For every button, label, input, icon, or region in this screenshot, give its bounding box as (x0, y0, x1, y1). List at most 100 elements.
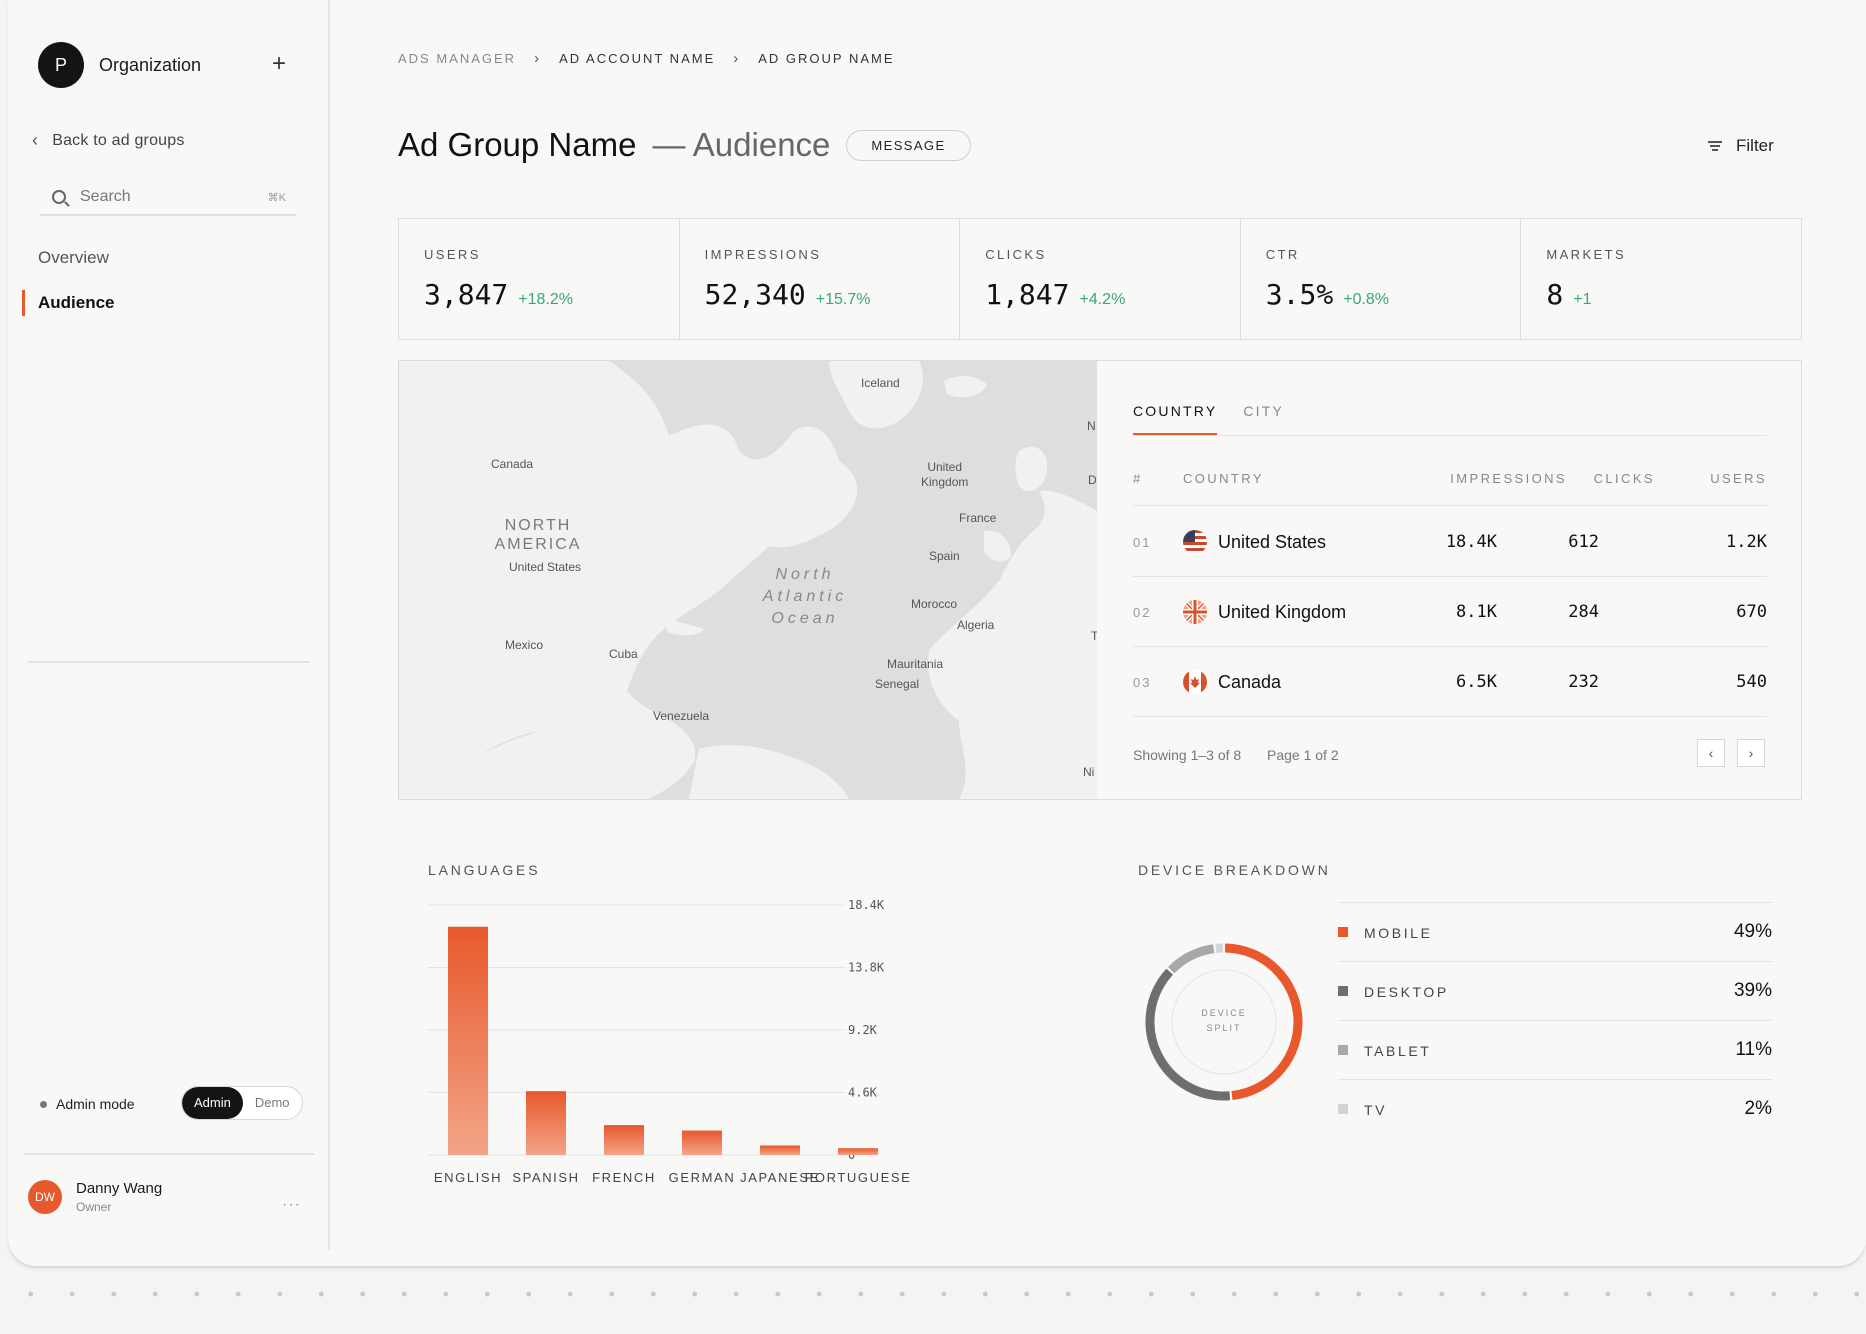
page-title: Ad Group Name (398, 126, 637, 163)
dotted-background (0, 1284, 1866, 1304)
legend-row-mobile[interactable]: MOBILE 49% (1338, 902, 1772, 961)
map-label-edge-t: T (1091, 629, 1097, 643)
row-users: 1.2K (1726, 532, 1767, 552)
prev-page-button[interactable]: ‹ (1697, 739, 1725, 767)
donut-slice-mobile[interactable] (1225, 943, 1303, 1101)
map-label-edge-d: D (1088, 473, 1097, 487)
breadcrumb-ads-manager[interactable]: ADS MANAGER (398, 51, 517, 66)
y-tick-label: 18.4K (848, 898, 885, 912)
legend-row-desktop[interactable]: DESKTOP 39% (1338, 961, 1772, 1020)
col-impressions[interactable]: IMPRESSIONS (1450, 471, 1567, 486)
legend-value: 39% (1733, 980, 1772, 1001)
map-label-morocco: Morocco (911, 597, 958, 611)
filter-icon (1708, 140, 1722, 152)
more-options-icon[interactable]: ··· (282, 1196, 301, 1213)
y-tick-label: 4.6K (848, 1086, 878, 1100)
stat-card-users: USERS 3,847 +18.2% (399, 219, 680, 339)
search-placeholder: Search (80, 188, 131, 205)
device-donut-chart (1145, 943, 1303, 1101)
row-users: 540 (1736, 672, 1767, 692)
chevron-right-icon: › (534, 50, 542, 67)
map-label-canada: Canada (491, 457, 534, 471)
us-flag-icon (1183, 530, 1207, 554)
row-index: 03 (1133, 675, 1152, 690)
bar-french[interactable] (604, 1125, 644, 1155)
uk-flag-icon (1183, 600, 1207, 624)
col-country: COUNTRY (1183, 471, 1264, 486)
next-page-button[interactable]: › (1737, 739, 1765, 767)
donut-slice-tablet[interactable] (1168, 944, 1215, 974)
stat-card-ctr: CTR 3.5% +0.8% (1241, 219, 1522, 339)
breadcrumb-ad-account[interactable]: AD ACCOUNT NAME (559, 51, 716, 66)
toggle-demo-option[interactable]: Demo (254, 1095, 290, 1110)
device-legend: MOBILE 49% DESKTOP 39% TABLET 11% TV 2% (1338, 902, 1772, 1138)
sidebar-item-audience[interactable]: Audience (38, 293, 115, 312)
filter-button[interactable]: Filter (1708, 136, 1774, 156)
legend-value: 11% (1735, 1039, 1772, 1060)
row-clicks: 284 (1568, 602, 1599, 622)
map-label-cuba: Cuba (609, 647, 638, 661)
x-tick-label: SPANISH (512, 1170, 579, 1185)
stat-value: 8 (1546, 278, 1564, 311)
chevron-left-icon: ‹ (32, 130, 39, 150)
pagination-showing: Showing 1–3 of 8 (1133, 747, 1242, 763)
map-label-united-kingdom: United Kingdom (921, 460, 969, 489)
legend-label: DESKTOP (1364, 984, 1449, 1000)
bar-japanese[interactable] (760, 1145, 800, 1155)
map-label-senegal: Senegal (875, 677, 920, 691)
legend-row-tablet[interactable]: TABLET 11% (1338, 1020, 1772, 1079)
active-nav-marker (22, 290, 25, 316)
map-label-mexico: Mexico (505, 638, 544, 652)
col-users[interactable]: USERS (1710, 471, 1767, 486)
row-country: Canada (1218, 672, 1282, 692)
legend-label: TABLET (1364, 1043, 1432, 1059)
row-country: United States (1218, 532, 1327, 552)
bar-german[interactable] (682, 1130, 722, 1155)
sidebar-item-overview[interactable]: Overview (38, 248, 109, 267)
geo-panel: Canada NORTH AMERICA United States Mexic… (398, 360, 1802, 800)
bar-spanish[interactable] (526, 1091, 566, 1155)
user-profile[interactable]: DW Danny Wang Owner (28, 1180, 162, 1214)
toggle-admin-option[interactable]: Admin (182, 1087, 243, 1119)
tab-city[interactable]: CITY (1243, 403, 1285, 419)
user-name: Danny Wang (76, 1180, 163, 1197)
search-input[interactable]: Search ⌘K (40, 180, 296, 216)
stat-card-clicks: CLICKS 1,847 +4.2% (960, 219, 1241, 339)
y-tick-label: 13.8K (848, 961, 885, 975)
map-label-iceland: Iceland (861, 376, 900, 390)
org-avatar: P (38, 42, 84, 88)
stat-delta: +15.7% (815, 291, 871, 308)
legend-label: TV (1364, 1102, 1388, 1118)
breadcrumb-ad-group[interactable]: AD GROUP NAME (758, 51, 895, 66)
map-label-edge-ni: Ni (1083, 765, 1095, 779)
row-index: 01 (1133, 535, 1152, 550)
world-map[interactable]: Canada NORTH AMERICA United States Mexic… (399, 361, 1097, 799)
y-tick-label: 9.2K (848, 1023, 878, 1037)
back-label: Back to ad groups (52, 131, 185, 149)
org-switcher[interactable]: P Organization (38, 42, 201, 88)
avatar: DW (28, 1180, 62, 1214)
tab-country[interactable]: COUNTRY (1133, 403, 1218, 435)
message-button[interactable]: MESSAGE (846, 129, 971, 161)
col-clicks[interactable]: CLICKS (1593, 471, 1655, 486)
map-label-france: France (959, 511, 997, 525)
back-to-ad-groups-link[interactable]: ‹ Back to ad groups (32, 130, 185, 151)
admin-mode-toggle[interactable]: Admin Demo (181, 1086, 303, 1120)
stat-label: MARKETS (1546, 247, 1627, 262)
search-shortcut: ⌘K (267, 191, 286, 204)
add-org-button[interactable]: + (272, 50, 287, 77)
table-row[interactable]: 01 United States 18.4K 612 1.2K (1133, 507, 1767, 577)
admin-mode-row: Admin mode Admin Demo (40, 1086, 304, 1120)
map-label-venezuela: Venezuela (653, 709, 710, 723)
table-row[interactable]: 03 Canada 6.5K 232 540 (1133, 647, 1767, 717)
app-window: P Organization + ‹ Back to ad groups Sea… (8, 0, 1866, 1266)
row-impressions: 8.1K (1456, 602, 1497, 622)
donut-slice-desktop[interactable] (1145, 968, 1231, 1101)
stat-value: 52,340 (704, 278, 806, 311)
legend-swatch (1338, 986, 1348, 996)
legend-row-tv[interactable]: TV 2% (1338, 1079, 1772, 1138)
bar-english[interactable] (448, 926, 488, 1155)
table-row[interactable]: 02 United Kingdom 8.1K 284 670 (1133, 577, 1767, 647)
stats-row: USERS 3,847 +18.2% IMPRESSIONS 52,340 +15.… (398, 218, 1802, 340)
bar-portuguese[interactable] (838, 1148, 878, 1155)
